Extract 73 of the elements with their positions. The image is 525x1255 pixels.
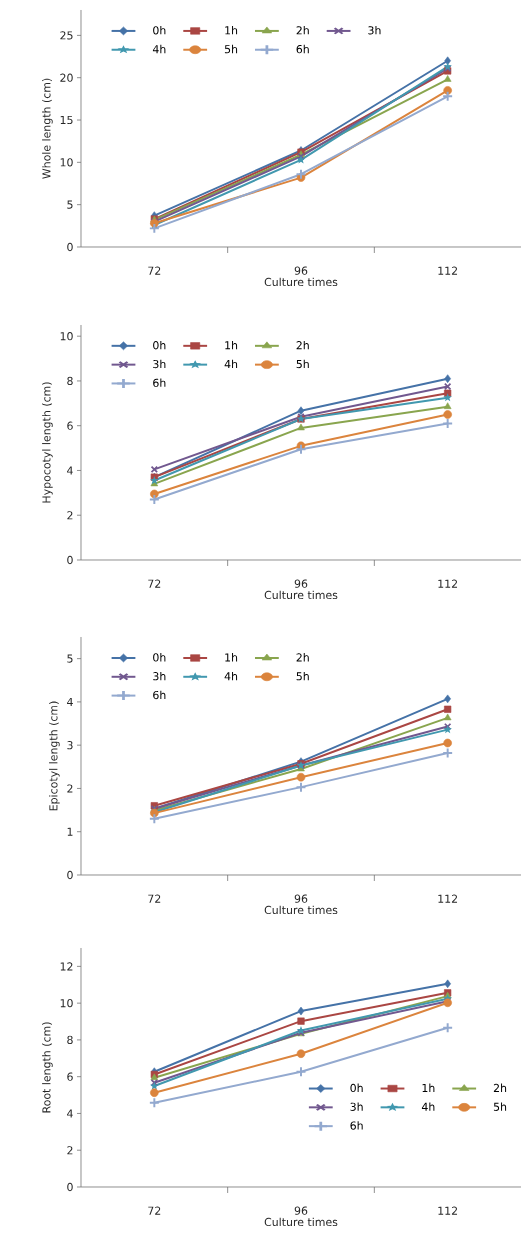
x-tick-label: 72 [148, 579, 161, 588]
legend-label: 1h [422, 1083, 435, 1092]
y-axis-title: Epicotyl length (cm) [49, 701, 60, 811]
legend-label: 5h [224, 44, 238, 54]
x-axis-title: Culture times [264, 277, 338, 287]
y-tick-label: 10 [60, 999, 73, 1008]
y-tick-label: 5 [67, 200, 73, 209]
y-tick-label: 10 [60, 158, 73, 167]
y-tick-label: 2 [67, 511, 73, 520]
legend-label: 5h [296, 359, 309, 369]
legend-label: 4h [421, 1102, 435, 1111]
legend-label: 4h [224, 359, 238, 369]
legend-label: 2h [493, 1083, 507, 1092]
legend-label: 3h [153, 671, 166, 681]
legend-label: 1h [225, 653, 238, 662]
y-tick-label: 6 [67, 1072, 73, 1081]
legend-label: 2h [296, 26, 309, 35]
legend-label: 4h [152, 44, 166, 54]
y-tick-label: 0 [67, 242, 73, 252]
y-tick-label: 0 [67, 555, 73, 565]
y-tick-label: 5 [67, 654, 73, 663]
x-tick-label: 96 [294, 894, 308, 903]
legend-label: 0h [153, 26, 166, 35]
legend-label: 2h [296, 653, 309, 662]
y-axis-title: Root length (cm) [42, 1022, 53, 1113]
y-tick-label: 6 [67, 421, 73, 430]
y-tick-label: 20 [60, 73, 73, 82]
y-tick-label: 10 [60, 332, 73, 341]
legend-label: 1h [225, 340, 238, 350]
x-tick-label: 96 [294, 579, 308, 588]
legend-label: 6h [153, 690, 166, 700]
y-tick-label: 15 [60, 115, 73, 125]
y-tick-label: 4 [67, 1109, 73, 1118]
y-axis-title: Whole length (cm) [42, 78, 53, 179]
legend-label: 5h [296, 671, 309, 681]
y-axis-title: Hypocotyl length (cm) [42, 382, 53, 503]
legend-label: 5h [493, 1102, 507, 1111]
y-tick-label: 4 [67, 466, 73, 475]
legend-label: 2h [296, 340, 309, 350]
legend-label: 3h [368, 26, 381, 35]
x-tick-label: 72 [148, 1206, 161, 1215]
x-axis-title: Culture times [264, 1217, 338, 1227]
y-tick-label: 2 [67, 1146, 73, 1155]
legend-label: 6h [153, 378, 166, 388]
x-axis-title: Culture times [264, 590, 338, 600]
y-tick-label: 3 [67, 741, 73, 750]
y-tick-label: 25 [60, 31, 73, 40]
x-tick-label: 96 [294, 266, 308, 275]
x-axis-title: Culture times [264, 905, 338, 915]
x-tick-label: 112 [438, 894, 458, 903]
x-tick-label: 112 [438, 266, 458, 275]
legend-label: 0h [153, 340, 166, 350]
y-tick-label: 0 [67, 870, 73, 880]
y-tick-label: 0 [67, 1182, 73, 1192]
legend-label: 6h [296, 44, 309, 54]
x-tick-label: 72 [148, 266, 161, 275]
legend-label: 3h [350, 1102, 363, 1111]
legend-label: 4h [224, 671, 238, 681]
legend-label: 0h [350, 1083, 363, 1093]
y-tick-label: 12 [60, 962, 73, 971]
legend-label: 3h [153, 359, 166, 369]
legend-label: 6h [350, 1121, 363, 1130]
x-tick-label: 112 [438, 1206, 458, 1215]
y-tick-label: 2 [67, 784, 73, 793]
legend-label: 1h [225, 26, 238, 35]
y-tick-label: 4 [67, 697, 73, 706]
y-tick-label: 8 [67, 1035, 73, 1045]
x-tick-label: 72 [148, 894, 161, 903]
legend-label: 0h [153, 653, 166, 662]
x-tick-label: 96 [294, 1206, 308, 1215]
x-tick-label: 112 [438, 579, 458, 588]
y-tick-label: 1 [67, 827, 73, 836]
y-tick-label: 8 [67, 376, 73, 386]
